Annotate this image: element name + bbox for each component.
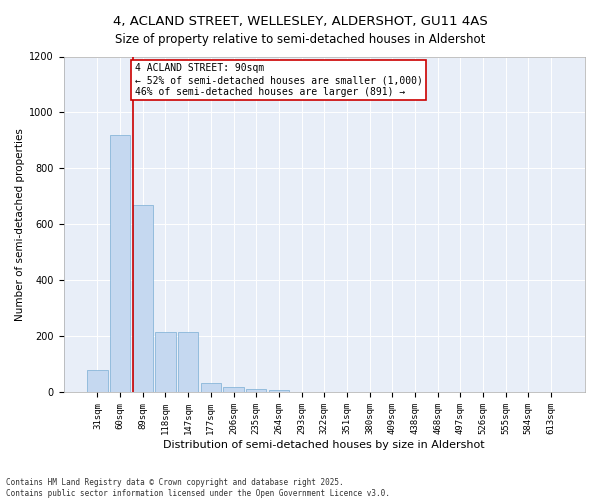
Bar [246, 389, 266, 392]
X-axis label: Distribution of semi-detached houses by size in Aldershot: Distribution of semi-detached houses by … [163, 440, 485, 450]
Bar [200, 382, 221, 392]
Bar [223, 387, 244, 392]
Bar [155, 332, 176, 392]
Text: Contains HM Land Registry data © Crown copyright and database right 2025.
Contai: Contains HM Land Registry data © Crown c… [6, 478, 390, 498]
Bar [87, 370, 107, 392]
Bar [110, 135, 130, 392]
Y-axis label: Number of semi-detached properties: Number of semi-detached properties [15, 128, 25, 321]
Text: 4 ACLAND STREET: 90sqm
← 52% of semi-detached houses are smaller (1,000)
46% of : 4 ACLAND STREET: 90sqm ← 52% of semi-det… [135, 64, 423, 96]
Text: Size of property relative to semi-detached houses in Aldershot: Size of property relative to semi-detach… [115, 32, 485, 46]
Bar [133, 205, 153, 392]
Bar [178, 332, 199, 392]
Bar [269, 390, 289, 392]
Text: 4, ACLAND STREET, WELLESLEY, ALDERSHOT, GU11 4AS: 4, ACLAND STREET, WELLESLEY, ALDERSHOT, … [113, 15, 487, 28]
